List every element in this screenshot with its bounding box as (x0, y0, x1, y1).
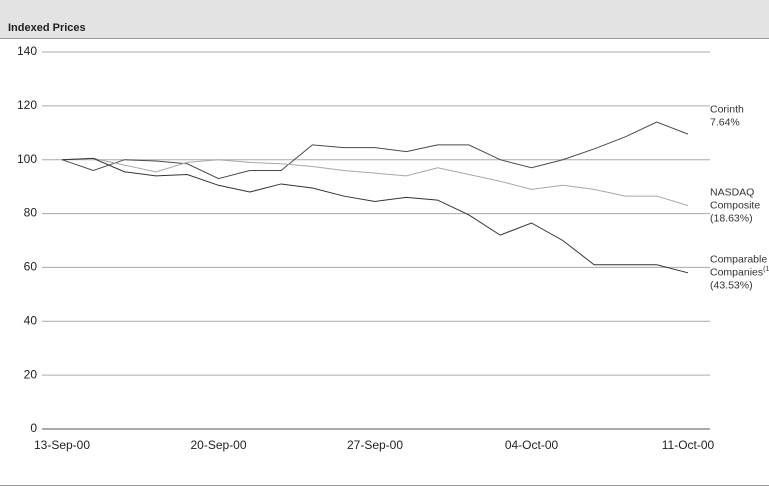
y-tick-label: 20 (24, 367, 38, 381)
series-label: Companies(1) (710, 266, 769, 279)
series-label: NASDAQ (710, 186, 754, 198)
x-tick-label: 27-Sep-00 (347, 438, 403, 452)
y-tick-label: 0 (30, 421, 37, 435)
y-tick-label: 100 (17, 152, 37, 166)
series-label: 7.64% (710, 116, 740, 128)
footnote-mark: (1) (763, 266, 769, 273)
x-tick-label: 20-Sep-00 (190, 438, 246, 452)
x-tick-label: 04-Oct-00 (505, 438, 559, 452)
series-label: Comparable (710, 254, 767, 266)
x-tick-label: 13-Sep-00 (34, 438, 90, 452)
series-label: Corinth (710, 103, 744, 115)
series-label: Composite (710, 199, 760, 211)
header-band (0, 0, 769, 38)
y-tick-label: 60 (24, 260, 38, 274)
y-tick-label: 40 (24, 313, 38, 327)
x-tick-label: 11-Oct-00 (662, 438, 715, 452)
series-line (61, 157, 689, 206)
chart-title: Indexed Prices (8, 22, 86, 34)
y-tick-label: 120 (17, 98, 37, 112)
series-label: (18.63%) (710, 212, 753, 224)
series-line (61, 121, 689, 180)
series-line (61, 157, 689, 274)
y-tick-label: 140 (17, 44, 37, 58)
series-label: (43.53%) (710, 280, 753, 292)
y-tick-label: 80 (24, 206, 38, 220)
